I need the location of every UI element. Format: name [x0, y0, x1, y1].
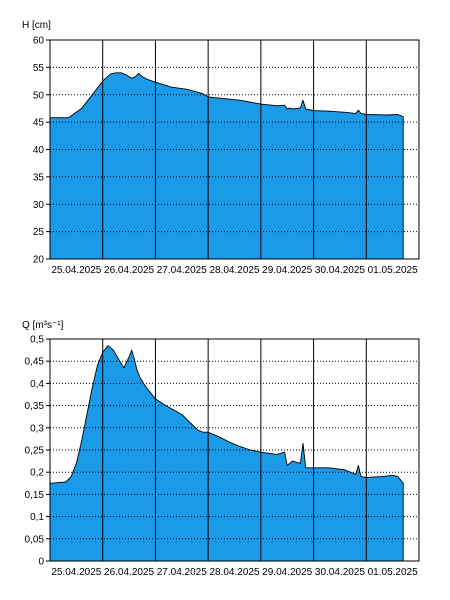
- water-level-y-tick-label: 25: [33, 227, 45, 238]
- discharge-y-tick-label: 0,2: [30, 468, 44, 479]
- discharge-y-tick-label: 0,5: [30, 335, 44, 346]
- water-level-y-axis-title: H [cm]: [22, 20, 51, 31]
- water-level-y-tick-label: 60: [33, 36, 45, 47]
- discharge-y-tick-label: 0,25: [25, 446, 45, 457]
- discharge-y-tick-label: 0,4: [30, 379, 44, 390]
- discharge-y-tick-label: 0,3: [30, 423, 44, 434]
- discharge-y-tick-label: 0,45: [25, 357, 45, 368]
- discharge-x-tick-label: 27.04.2025: [157, 567, 207, 578]
- water-level-y-tick-label: 55: [33, 63, 45, 74]
- discharge-y-tick-label: 0: [38, 557, 44, 568]
- discharge-chart: Q [m³s⁻¹] 0 0,05 0,1 0,15 0,2 0,25 0,3 0,35 0,4 0…: [22, 320, 420, 578]
- discharge-x-tick-label: 25.04.2025: [51, 567, 101, 578]
- discharge-x-tick-label: 30.04.2025: [315, 567, 365, 578]
- water-level-x-tick-label: 01.05.2025: [368, 265, 418, 276]
- water-level-y-tick-label: 45: [33, 118, 45, 129]
- discharge-y-tick-label: 0,1: [30, 512, 44, 523]
- discharge-x-tick-label: 26.04.2025: [104, 567, 154, 578]
- water-level-x-tick-label: 25.04.2025: [51, 265, 101, 276]
- water-level-x-tick-label: 28.04.2025: [209, 265, 259, 276]
- water-level-chart: H [cm] 20 25 30 35 40 45 50 55 60 25.04.2025 26.04…: [22, 20, 420, 276]
- water-level-y-tick-label: 50: [33, 90, 45, 101]
- discharge-x-tick-label: 29.04.2025: [262, 567, 312, 578]
- water-level-plot-frame: [49, 39, 420, 260]
- water-level-x-tick-label: 26.04.2025: [104, 265, 154, 276]
- discharge-y-tick-label: 0,35: [25, 401, 45, 412]
- water-level-y-tick-label: 20: [33, 255, 45, 266]
- water-level-x-tick-label: 30.04.2025: [315, 265, 365, 276]
- water-level-y-tick-label: 35: [33, 172, 45, 183]
- discharge-plot-frame: [49, 338, 420, 562]
- discharge-x-tick-label: 28.04.2025: [209, 567, 259, 578]
- water-level-area-series: [49, 72, 404, 260]
- discharge-x-tick-label: 01.05.2025: [368, 567, 418, 578]
- discharge-y-tick-label: 0,15: [25, 490, 45, 501]
- discharge-y-axis-title: Q [m³s⁻¹]: [22, 320, 64, 331]
- water-level-y-tick-label: 40: [33, 145, 45, 156]
- water-level-x-tick-label: 29.04.2025: [262, 265, 312, 276]
- water-level-x-tick-label: 27.04.2025: [157, 265, 207, 276]
- water-level-y-tick-label: 30: [33, 200, 45, 211]
- discharge-y-tick-label: 0,05: [25, 534, 45, 545]
